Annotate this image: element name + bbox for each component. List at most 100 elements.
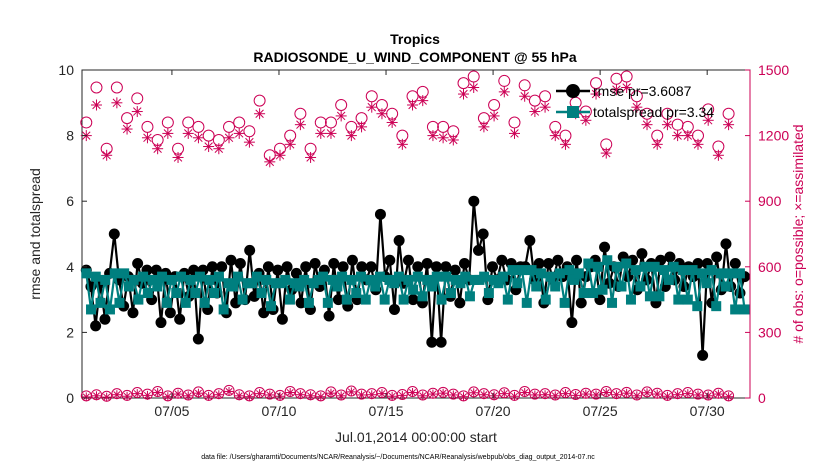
x-tick-label: 07/30 — [690, 403, 725, 419]
totalspread-point — [389, 278, 400, 289]
obs-possible-point — [253, 94, 266, 107]
totalspread-point — [654, 291, 665, 302]
obs-assimilated-point — [723, 119, 735, 131]
totalspread-point — [209, 288, 220, 299]
obs-assimilated-point — [111, 97, 123, 109]
y-right-tick-label: 0 — [758, 390, 766, 406]
rmse-point — [216, 261, 228, 273]
rmse-point — [402, 254, 414, 266]
obs-assimilated-point — [203, 141, 215, 153]
obs-assimilated-point — [621, 81, 633, 93]
rmse-point — [458, 258, 470, 270]
rmse-point — [272, 264, 284, 276]
totalspread-point — [602, 255, 613, 266]
rmse-point — [566, 317, 578, 329]
totalspread-point — [104, 304, 115, 315]
obs-assimilated-point — [672, 130, 684, 142]
rmse-point — [174, 313, 186, 325]
obs-rejected-assimilated-point — [591, 390, 601, 400]
obs-rejected-assimilated-point — [112, 390, 122, 400]
rmse-point — [454, 297, 466, 309]
totalspread-point — [422, 274, 433, 285]
rmse-point — [323, 310, 335, 322]
y-tick-label: 2 — [66, 324, 74, 340]
totalspread-point — [114, 297, 125, 308]
obs-assimilated-point — [529, 106, 541, 118]
totalspread-point — [507, 265, 518, 276]
totalspread-point — [583, 258, 594, 269]
totalspread-point — [374, 271, 385, 282]
rmse-point — [711, 251, 723, 263]
obs-assimilated-point — [315, 127, 327, 139]
totalspread-point — [261, 274, 272, 285]
obs-rejected-assimilated-point — [581, 389, 591, 399]
rmse-point — [276, 313, 288, 325]
totalspread-point — [730, 304, 741, 315]
totalspread-point — [318, 271, 329, 282]
obs-assimilated-point — [284, 138, 296, 150]
obs-rejected-assimilated-point — [153, 388, 163, 398]
obs-rejected-assimilated-point — [234, 391, 244, 401]
totalspread-point — [341, 294, 352, 305]
totalspread-point — [573, 268, 584, 279]
obs-rejected-assimilated-point — [499, 389, 509, 399]
obs-rejected-assimilated-point — [357, 390, 367, 400]
totalspread-point — [725, 268, 736, 279]
totalspread-point — [185, 274, 196, 285]
totalspread-point — [597, 284, 608, 295]
rmse-point — [132, 258, 144, 270]
totalspread-point — [521, 297, 532, 308]
obs-rejected-assimilated-point — [163, 392, 173, 402]
obs-assimilated-point — [651, 138, 663, 150]
obs-assimilated-point — [254, 108, 266, 120]
totalspread-point — [630, 265, 641, 276]
rmse-point — [225, 254, 237, 266]
obs-assimilated-point — [580, 114, 592, 126]
totalspread-point — [540, 294, 551, 305]
y-tick-label: 0 — [66, 390, 74, 406]
obs-possible-point — [131, 92, 144, 105]
totalspread-point — [687, 265, 698, 276]
obs-rejected-assimilated-point — [469, 388, 479, 398]
totalspread-point — [152, 281, 163, 292]
rmse-point — [599, 241, 611, 253]
rmse-point — [99, 313, 111, 325]
obs-rejected-assimilated-point — [408, 388, 418, 398]
rmse-point — [309, 258, 321, 270]
obs-rejected-assimilated-point — [326, 388, 336, 398]
totalspread-point — [431, 271, 442, 282]
totalspread-point — [95, 297, 106, 308]
legend-totalspread-marker — [567, 106, 579, 118]
obs-rejected-assimilated-point — [173, 389, 183, 399]
totalspread-point — [237, 294, 248, 305]
series-layer — [80, 195, 751, 361]
legend-totalspread-label: totalspread pr=3.34 — [593, 104, 714, 120]
obs-assimilated-point — [488, 110, 500, 122]
obs-rejected-assimilated-point — [652, 389, 662, 399]
obs-rejected-assimilated-point — [530, 390, 540, 400]
obs-rejected-assimilated-point — [265, 390, 275, 400]
obs-rejected-assimilated-point — [244, 392, 254, 402]
totalspread-point — [109, 268, 120, 279]
totalspread-point — [256, 288, 267, 299]
totalspread-point — [625, 294, 636, 305]
totalspread-point — [370, 281, 381, 292]
totalspread-point — [592, 261, 603, 272]
totalspread-point — [531, 281, 542, 292]
totalspread-point — [251, 271, 262, 282]
totalspread-point — [635, 281, 646, 292]
obs-assimilated-point — [447, 134, 459, 146]
obs-assimilated-point — [712, 149, 724, 161]
totalspread-point — [739, 304, 750, 315]
obs-rejected-assimilated-point — [132, 389, 142, 399]
rmse-point — [426, 336, 438, 348]
obs-rejected-assimilated-point — [275, 391, 285, 401]
obs-assimilated-point — [233, 127, 245, 139]
obs-assimilated-point — [631, 101, 643, 113]
obs-assimilated-point — [590, 88, 602, 100]
totalspread-point — [194, 271, 205, 282]
obs-assimilated-point — [376, 108, 388, 120]
obs-rejected-assimilated-point — [102, 392, 112, 402]
obs-assimilated-point — [498, 86, 510, 98]
obs-rejected-assimilated-point — [193, 388, 203, 398]
